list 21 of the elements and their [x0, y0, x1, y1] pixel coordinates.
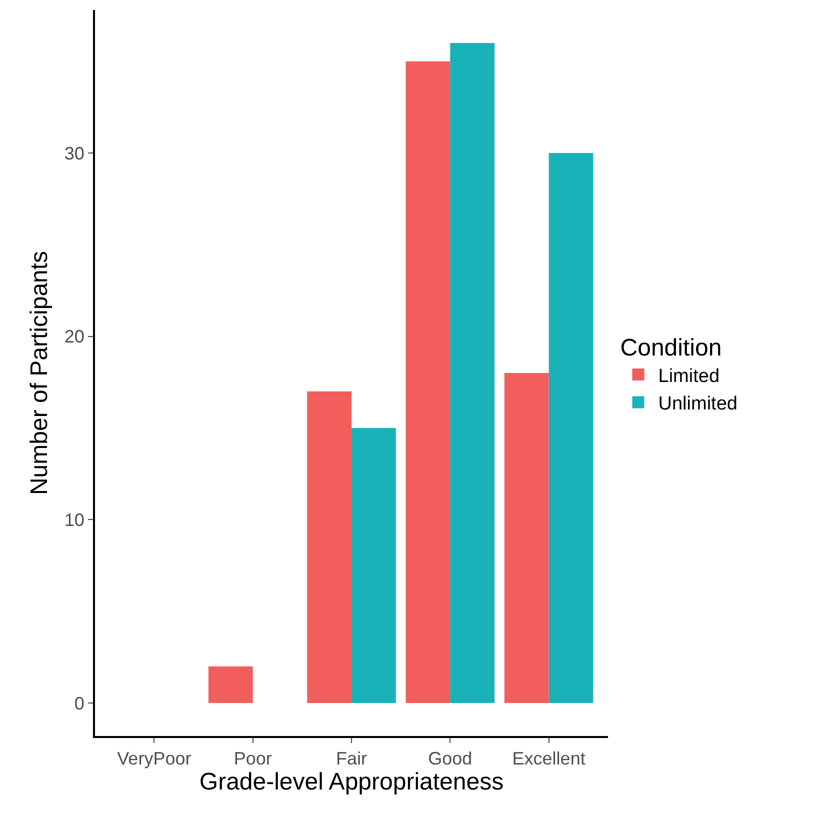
bar: [307, 391, 352, 703]
x-tick-label: Excellent: [512, 748, 586, 769]
x-tick-label: Good: [428, 748, 472, 769]
y-axis-title: Number of Participants: [26, 250, 53, 496]
bar: [504, 373, 549, 703]
legend-title: Condition: [620, 334, 722, 362]
legend-label: Unlimited: [658, 394, 738, 415]
x-axis-title: Grade-level Appropriateness: [199, 768, 504, 796]
x-tick-label: Fair: [336, 748, 368, 769]
bar: [352, 428, 396, 703]
x-tick-label: VeryPoor: [117, 748, 192, 769]
y-tick-label: 20: [64, 326, 84, 347]
y-tick-label: 30: [64, 143, 84, 164]
y-tick-label: 10: [64, 510, 84, 530]
bar: [406, 61, 450, 703]
legend-label: Limited: [658, 366, 720, 387]
bar: [548, 153, 594, 703]
bar: [208, 666, 253, 703]
y-tick-label: 0: [74, 693, 84, 714]
x-tick-label: Poor: [234, 748, 272, 769]
bar: [450, 43, 495, 703]
